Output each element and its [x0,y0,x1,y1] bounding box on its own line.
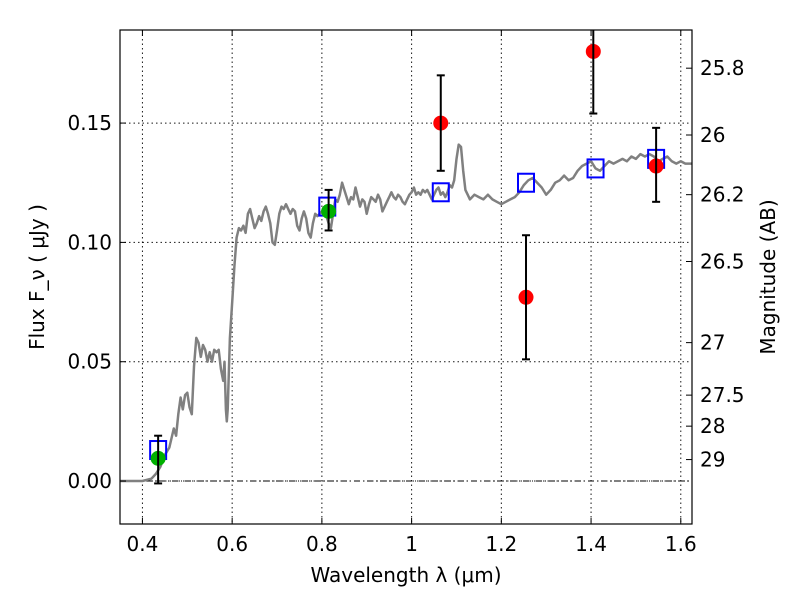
model-flux-square [586,158,605,179]
y2-tick-label: 26.5 [700,249,745,273]
y2-axis-title: Magnitude (AB) [756,199,780,354]
y2-tick-label: 26 [700,123,725,147]
y2-tick-label: 26.2 [700,183,745,207]
y-tick-label: 0.00 [67,469,112,493]
y-tick-label: 0.05 [67,350,112,374]
x-tick-label: 1.2 [485,532,517,556]
y2-tick-label: 29 [700,448,725,472]
model-flux-square [431,182,450,203]
x-tick-label: 0.6 [216,532,248,556]
y2-tick-label: 25.8 [700,56,745,80]
y2-tick-label: 28 [700,414,725,438]
y2-tick-label: 27 [700,331,725,355]
model-flux-square [517,172,536,193]
y-axis-title: Flux F_ν ( μJy ) [25,204,49,350]
plot-frame [119,29,693,525]
x-tick-label: 0.4 [127,532,159,556]
x-tick-label: 1 [405,532,418,556]
plot-background [120,30,692,524]
x-axis-title: Wavelength λ (μm) [310,563,501,587]
axis-ticks: 0.4 0.6 0.8 1 1.2 1.4 1.6 0.00 0.05 0.10 0.15 25.8 2… [67,30,745,556]
error-bars [154,30,661,485]
x-tick-label: 0.8 [306,532,338,556]
y2-tick-label: 27.5 [700,383,745,407]
y-tick-label: 0.10 [67,230,112,254]
model-spectrum-line [120,143,692,483]
x-tick-label: 1.4 [575,532,607,556]
x-tick-label: 1.6 [665,532,697,556]
y-tick-label: 0.15 [67,111,112,135]
